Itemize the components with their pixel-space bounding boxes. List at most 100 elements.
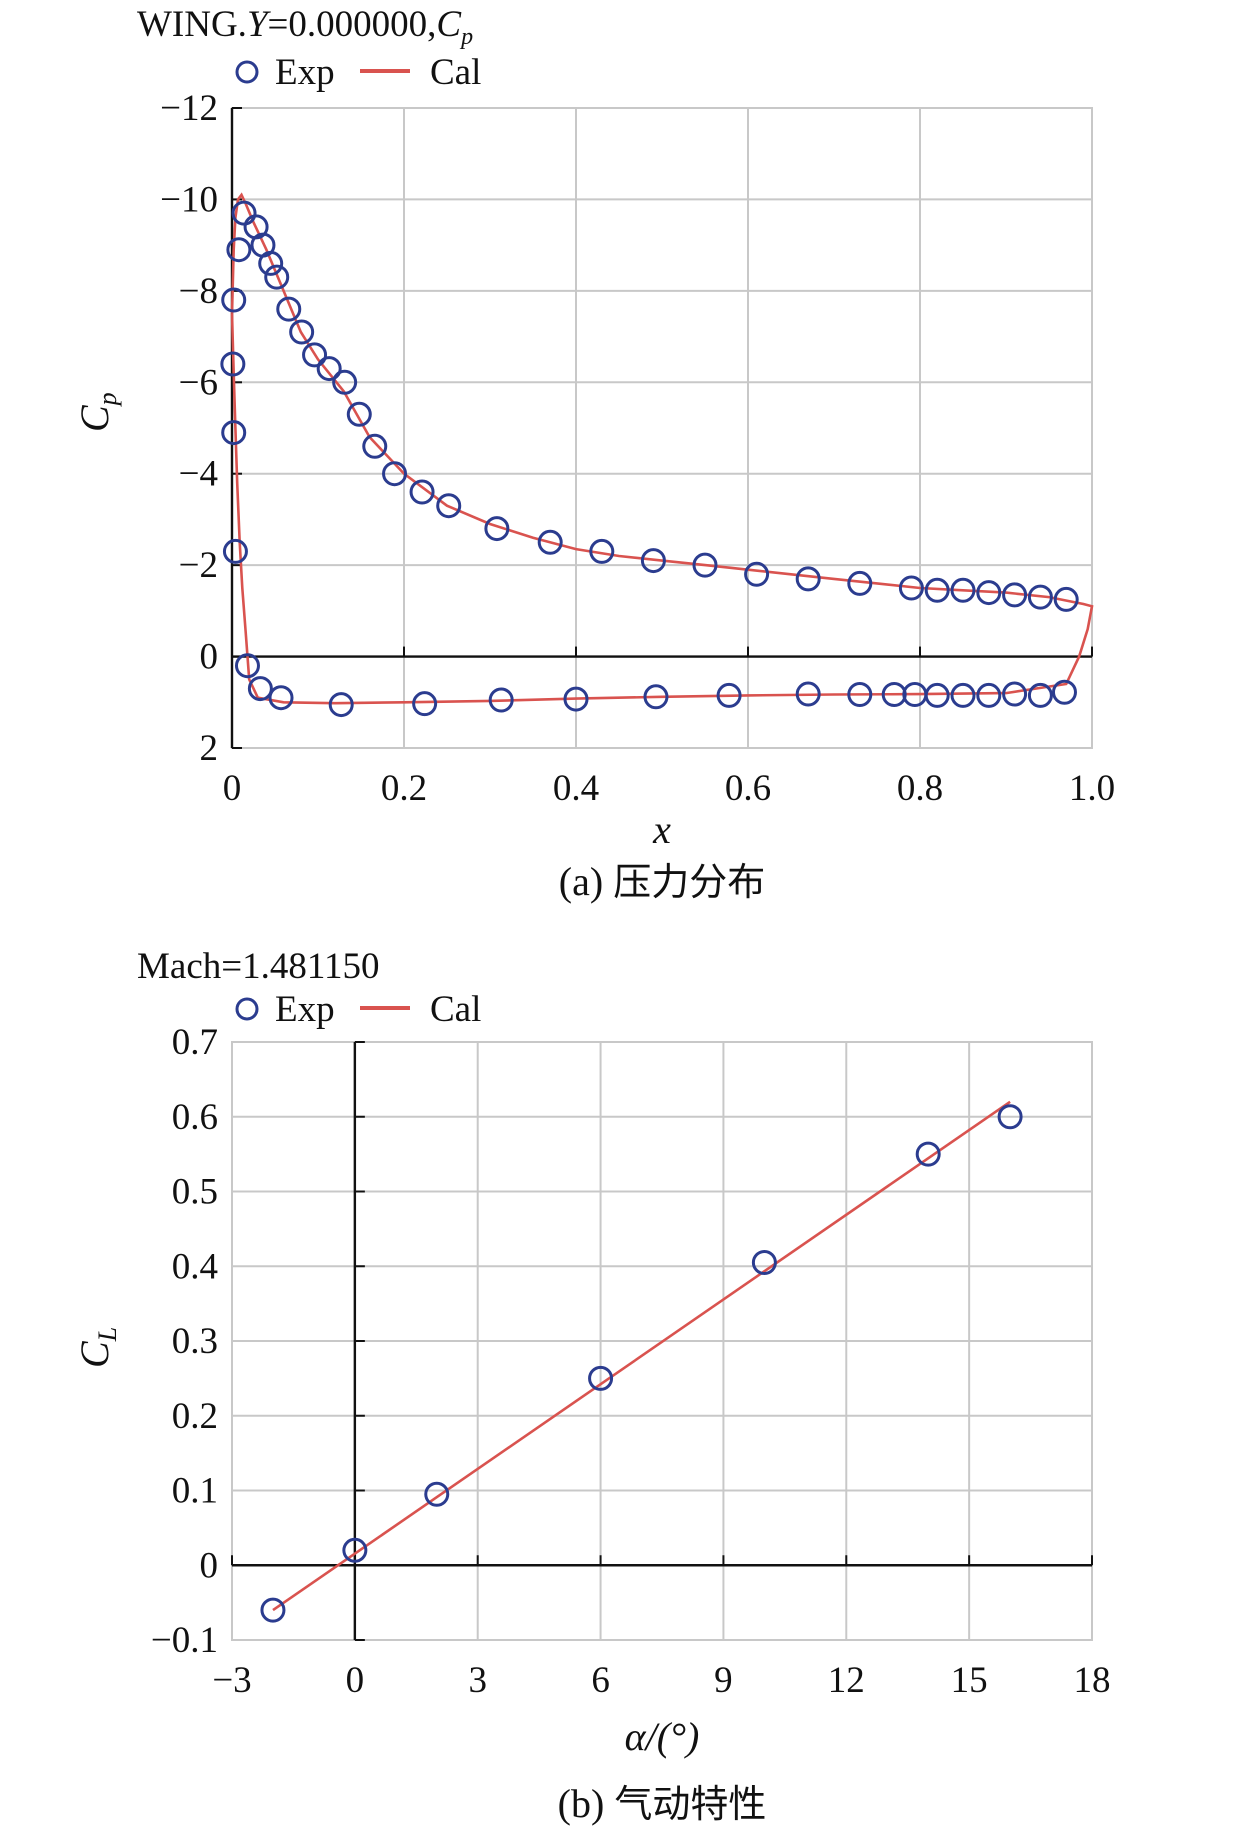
series-cal-line [230, 192, 1094, 705]
y-tick-label: 0.4 [172, 1246, 218, 1287]
series-exp-point [258, 250, 284, 276]
chart-a-legend-cal-label: Cal [430, 52, 481, 93]
series-exp-point [260, 1597, 286, 1623]
series-exp-point [382, 461, 408, 487]
plot-frame [231, 1041, 1093, 1641]
series-exp-point [976, 580, 1002, 606]
y-tick-label: 0.3 [172, 1321, 218, 1362]
series-exp-point [1053, 586, 1079, 612]
chart-b-legend-cal-label: Cal [430, 989, 481, 1030]
chart-a-ylabel: Cp [72, 392, 122, 432]
series-exp-point [226, 237, 252, 263]
series-exp-point [1051, 679, 1077, 705]
chart-a-plot: 0 0.2 0.4 0.6 0.8 1.0−12−10−8−6−4−202 [160, 88, 1115, 809]
chart-a-xlabel: x [652, 807, 671, 852]
chart-a-header-value: =0.000000, [268, 4, 437, 45]
series-exp-point [409, 479, 435, 505]
series-exp-point [484, 516, 510, 542]
series-exp-point [751, 1250, 777, 1276]
chart-b-legend: Exp Cal [235, 989, 481, 1030]
x-tick-label: 9 [714, 1660, 733, 1701]
x-tick-label: 12 [828, 1660, 865, 1701]
series-exp-point [221, 420, 247, 446]
series-exp-point [222, 538, 248, 564]
chart-b-caption-text: 气动特性 [614, 1782, 766, 1826]
chart-b-ylabel-main: C [72, 1340, 117, 1368]
series-exp-point [976, 682, 1002, 708]
series-exp-point [332, 369, 358, 395]
x-tick-label: 18 [1074, 1660, 1111, 1701]
x-tick-label: 0.2 [381, 768, 427, 809]
series-exp-point [795, 681, 821, 707]
series-exp-point [795, 566, 821, 592]
chart-b-ylabel-sub: L [93, 1327, 122, 1342]
chart-b-ylabel: CL [72, 1327, 122, 1368]
chart-b-xlabel: α/(°) [625, 1714, 700, 1759]
series-exp-point [692, 552, 718, 578]
series-exp-point [950, 682, 976, 708]
series-exp-point [640, 548, 666, 574]
y-tick-label: 0 [200, 1545, 219, 1586]
series-exp-point [924, 577, 950, 603]
chart-a-caption: (a) 压力分布 [559, 859, 765, 904]
chart-b-caption: (b) 气动特性 [558, 1781, 767, 1826]
series-exp-point [289, 319, 315, 345]
y-tick-label: −8 [179, 271, 218, 312]
series-exp-point [346, 401, 372, 427]
y-tick-label: 0.2 [172, 1396, 218, 1437]
chart-b-legend-exp-label: Exp [275, 989, 335, 1030]
series-exp-point [264, 264, 290, 290]
series-exp-point [915, 1141, 941, 1167]
chart-a-ylabel-sub: p [93, 392, 122, 407]
x-tick-label: 0 [223, 768, 242, 809]
series-exp-point [1027, 584, 1053, 610]
y-tick-label: 0.1 [172, 1471, 218, 1512]
x-tick-label: −3 [212, 1660, 251, 1701]
x-tick-label: 0.8 [897, 768, 943, 809]
series-exp-point [436, 493, 462, 519]
x-tick-label: 15 [951, 1660, 988, 1701]
series-exp-point [276, 296, 302, 322]
y-tick-label: −0.1 [151, 1620, 218, 1661]
x-tick-label: 3 [468, 1660, 487, 1701]
series-exp-point [424, 1481, 450, 1507]
y-tick-label: −2 [179, 545, 218, 586]
series-exp-point [328, 692, 354, 718]
chart-a-header-var: Y [247, 4, 271, 45]
series-exp-point [302, 342, 328, 368]
y-tick-label: −4 [179, 454, 218, 495]
chart-a-header-prefix: WING. [137, 4, 247, 45]
chart-a-header-cp-sub: p [459, 24, 473, 50]
chart-a-ylabel-main: C [72, 404, 117, 432]
chart-b-caption-label: (b) [558, 1781, 605, 1826]
series-exp-point [847, 570, 873, 596]
y-tick-label: −12 [160, 88, 218, 129]
chart-a-legend-exp-label: Exp [275, 52, 335, 93]
x-tick-label: 0.4 [553, 768, 599, 809]
series-exp-point [589, 538, 615, 564]
y-tick-label: 0.6 [172, 1097, 218, 1138]
chart-b-legend-exp-marker [235, 997, 259, 1021]
series-exp-point [643, 684, 669, 710]
series-exp-point [362, 433, 388, 459]
series-exp-point [924, 682, 950, 708]
series-exp-point [950, 577, 976, 603]
series-exp-point [537, 529, 563, 555]
chart-b-header: Mach=1.481150 [137, 946, 380, 987]
x-tick-label: 0 [346, 1660, 365, 1701]
series-exp-point [1002, 582, 1028, 608]
series-exp-point [247, 676, 273, 702]
x-tick-label: 0.6 [725, 768, 771, 809]
chart-a-legend: Exp Cal [235, 52, 481, 93]
y-tick-label: 0 [200, 637, 219, 678]
series-exp-point [234, 653, 260, 679]
series-exp-point [221, 287, 247, 313]
y-tick-label: −6 [179, 362, 218, 403]
series-cal-line [272, 1100, 1011, 1612]
series-exp-point [412, 691, 438, 717]
series-exp-point [268, 685, 294, 711]
chart-a-header: WING.Y=0.000000,Cp [137, 4, 473, 50]
series-exp-point [488, 687, 514, 713]
x-tick-label: 1.0 [1069, 768, 1115, 809]
